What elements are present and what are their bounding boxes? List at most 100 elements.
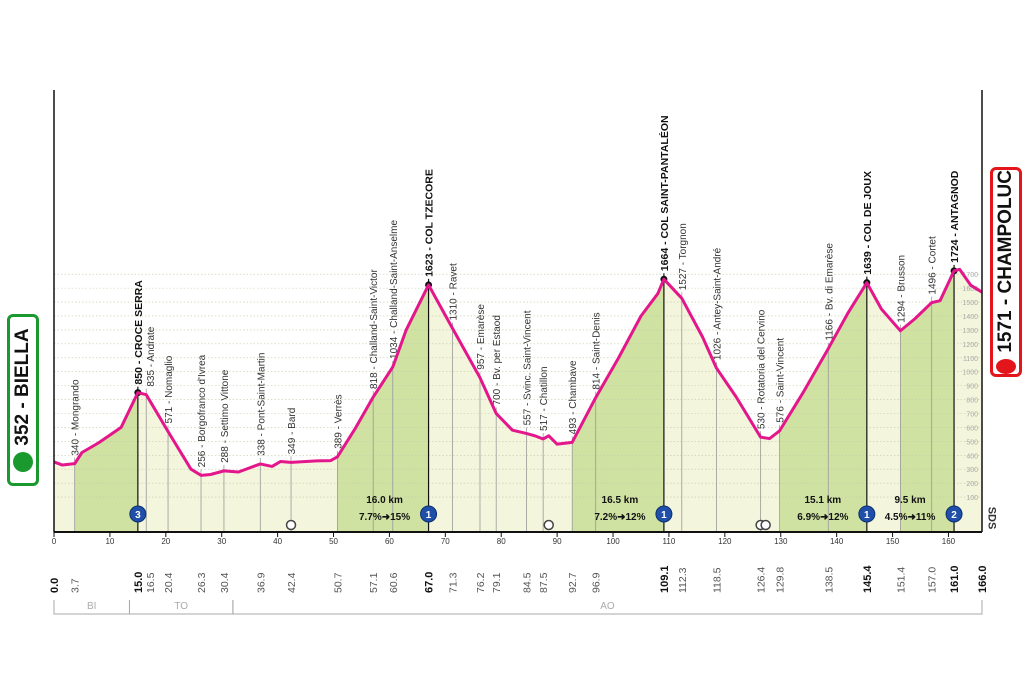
intermediate-icon: [760, 519, 771, 531]
x-tick-label: 80: [497, 537, 506, 546]
kom-category-icon: [129, 505, 147, 523]
y-tick-label: 1700: [962, 272, 978, 279]
km-label: 71.3: [448, 572, 460, 593]
x-tick-label: 160: [942, 537, 956, 546]
x-tick-label: 30: [217, 537, 226, 546]
km-label: 126.4: [756, 567, 768, 593]
y-tick-label: 1400: [962, 314, 978, 321]
region-label: TO: [174, 601, 188, 612]
region-bracket: [232, 600, 983, 615]
kom-category: 1: [864, 510, 870, 521]
region-label: BI: [87, 601, 96, 612]
x-tick-label: 20: [161, 537, 170, 546]
km-label: 76.2: [475, 572, 487, 593]
km-label: 166.0: [977, 565, 989, 593]
waypoint-label: 1496 - Cortet: [928, 236, 939, 295]
finish-badge: 1571 - CHAMPOLUC: [990, 167, 1022, 377]
x-tick-label: 0: [52, 537, 57, 546]
km-label: 16.5: [145, 572, 157, 593]
km-label: 3.7: [70, 578, 82, 593]
km-label: 60.6: [388, 572, 400, 593]
waypoint-label: 517 - Chatillon: [539, 366, 550, 430]
waypoint-label: 493 - Chambave: [568, 360, 579, 434]
kom-category: 2: [951, 510, 957, 521]
km-label: 157.0: [927, 567, 939, 593]
waypoint-label: 1724 - ANTAGNOD: [949, 170, 961, 263]
waypoint-label: 1527 - Torgnon: [678, 223, 689, 290]
intermediate-icon: [285, 519, 297, 531]
waypoint-label: 1623 - COL TZECORE: [424, 169, 436, 277]
kom-category: 1: [661, 510, 667, 521]
waypoint-label: 389 - Verrès: [333, 394, 344, 448]
km-label: 0.0: [49, 578, 61, 593]
start-label: 352 - BIELLA: [12, 328, 33, 446]
x-tick-label: 50: [329, 537, 338, 546]
climb-area: [572, 279, 664, 532]
km-label: 112.3: [677, 567, 689, 593]
waypoint-label: 1639 - COL DE JOUX: [862, 171, 874, 275]
km-label: 26.3: [196, 572, 208, 593]
waypoint-label: 1034 - Challand-Saint-Anselme: [389, 220, 400, 359]
km-label: 79.1: [491, 572, 503, 593]
km-label: 15.0: [133, 572, 145, 593]
waypoint-label: 1026 - Antey-Saint-André: [712, 247, 723, 360]
km-label: 129.8: [775, 567, 787, 593]
finish-label: 1571 - CHAMPOLUC: [995, 170, 1016, 353]
x-tick-label: 90: [553, 537, 562, 546]
km-label: 151.4: [895, 567, 907, 593]
kom-category-icon: [858, 505, 876, 523]
x-tick-label: 70: [441, 537, 450, 546]
y-tick-label: 900: [966, 384, 978, 391]
x-tick-label: 100: [606, 537, 620, 546]
start-badge: 352 - BIELLA: [7, 314, 39, 486]
waypoint-label: 576 - Saint-Vincent: [776, 338, 787, 423]
region-label: AO: [600, 601, 615, 612]
kom-category-icon: [945, 505, 963, 523]
climb-gradient: 4.5%➜11%: [885, 512, 936, 523]
y-tick-label: 800: [966, 398, 978, 405]
km-label: 20.4: [163, 572, 175, 593]
km-label: 92.7: [567, 572, 579, 593]
climb-length: 9.5 km: [894, 495, 925, 506]
y-tick-label: 700: [966, 411, 978, 418]
waypoint-label: 818 - Challand-Saint-Victor: [369, 269, 380, 390]
waypoint-label: 530 - Rotatoria del Cervino: [757, 309, 768, 429]
waypoint-label: 256 - Borgofranco d'Ivrea: [197, 354, 208, 467]
waypoint-label: 338 - Pont-Saint-Martin: [256, 353, 267, 456]
waypoint-label: 814 - Saint-Denis: [592, 312, 603, 389]
y-tick-label: 1200: [962, 342, 978, 349]
y-tick-label: 1500: [962, 300, 978, 307]
km-label: 50.7: [332, 572, 344, 593]
x-tick-label: 60: [385, 537, 394, 546]
km-label: 87.5: [538, 572, 550, 593]
km-label: 161.0: [949, 565, 961, 593]
km-label: 138.5: [823, 567, 835, 593]
climb-length: 16.5 km: [602, 495, 639, 506]
waypoint-label: 850 - CROCE SERRA: [133, 280, 145, 385]
y-tick-label: 1600: [962, 286, 978, 293]
km-label: 42.4: [286, 572, 298, 593]
y-tick-label: 1100: [963, 356, 978, 363]
climb-gradient: 7.7%➜15%: [359, 512, 410, 523]
waypoint-label: 835 - Andrate: [146, 326, 157, 386]
km-label: 145.4: [862, 565, 874, 593]
y-tick-label: 200: [966, 481, 978, 488]
waypoint-label: 957 - Emarèse: [476, 304, 487, 370]
km-label: 109.1: [659, 565, 671, 593]
x-tick-label: 110: [663, 537, 676, 546]
km-label: 30.4: [219, 572, 231, 593]
y-tick-label: 400: [966, 453, 978, 460]
y-tick-label: 300: [966, 467, 978, 474]
climb-length: 16.0 km: [366, 495, 403, 506]
x-tick-label: 40: [273, 537, 282, 546]
climb-area: [900, 270, 955, 532]
x-tick-label: 140: [830, 537, 844, 546]
x-tick-label: 10: [105, 537, 114, 546]
waypoint-label: 340 - Mongrando: [71, 379, 82, 456]
waypoint-label: 700 - Bv. per Estaod: [492, 315, 503, 405]
y-tick-label: 1000: [962, 370, 978, 377]
y-tick-label: 600: [966, 425, 978, 432]
waypoint-label: 1294 - Brusson: [896, 255, 907, 323]
